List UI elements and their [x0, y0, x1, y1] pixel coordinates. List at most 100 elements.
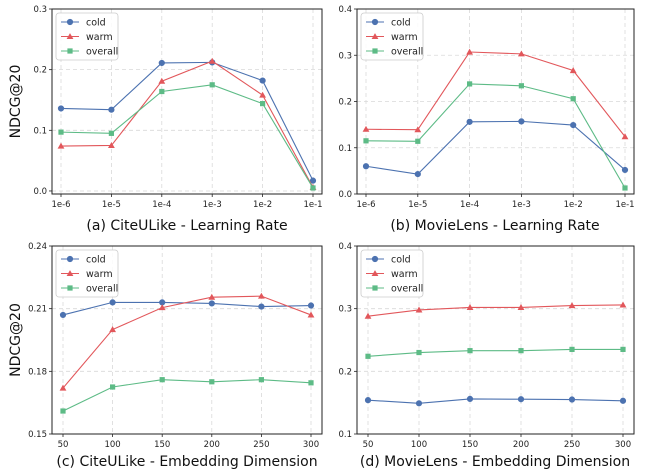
legend-label-warm: warm	[86, 269, 113, 280]
legend-marker-warm	[66, 33, 74, 40]
legend-label-overall: overall	[391, 284, 423, 295]
legend-label-cold: cold	[391, 255, 411, 266]
chart-panel-2: 0.0 0.1 0.2 0.3 0.4 1e-6 1e-5 1e-4 1e-3 1e-2 1e-1 c…	[338, 5, 634, 234]
y-tick-label: 0.24	[28, 242, 47, 252]
data-point-warm	[466, 48, 473, 55]
x-tick-label: 250	[253, 440, 269, 450]
x-tick-label: 200	[204, 440, 220, 450]
data-point-cold	[259, 77, 266, 84]
data-point-overall	[467, 348, 473, 354]
x-tick-label: 150	[154, 440, 170, 450]
data-point-overall	[363, 138, 369, 144]
y-tick-label: 0.4	[338, 5, 352, 15]
data-point-cold	[568, 396, 576, 403]
panel-caption: (a) CiteULike - Learning Rate	[86, 218, 287, 234]
series-line-cold	[60, 61, 314, 181]
legend-marker-overall	[372, 285, 378, 291]
data-point-warm	[568, 302, 576, 309]
data-point-warm	[466, 304, 474, 310]
y-tick-label: 0.15	[28, 430, 47, 440]
data-point-warm	[258, 292, 265, 299]
data-point-cold	[466, 118, 473, 125]
legend-label-overall: overall	[86, 47, 118, 58]
legend-box	[360, 249, 424, 298]
legend-label-warm: warm	[391, 32, 418, 43]
x-tick-label: 50	[58, 440, 69, 450]
panel-caption: (d) MovieLens - Embedding Dimension	[360, 454, 630, 470]
x-tick-label: 1e-2	[253, 200, 272, 210]
legend-label-cold: cold	[391, 18, 411, 29]
data-point-overall	[159, 88, 165, 95]
data-point-warm	[208, 57, 216, 64]
data-point-overall	[518, 348, 524, 354]
data-point-warm	[414, 126, 422, 133]
data-point-overall	[365, 353, 371, 359]
data-point-warm	[208, 293, 216, 300]
legend-box	[55, 12, 119, 61]
y-tick-label: 0.18	[28, 367, 47, 377]
data-point-warm	[362, 125, 370, 132]
data-point-warm	[59, 384, 67, 391]
data-point-warm	[57, 142, 65, 149]
x-tick-label: 1e-5	[408, 200, 427, 210]
data-point-warm	[518, 50, 525, 57]
data-point-cold	[109, 299, 116, 306]
x-tick-label: 1e-1	[303, 200, 322, 210]
y-tick-label: 0.2	[338, 367, 352, 377]
data-point-warm	[619, 301, 627, 308]
data-point-cold	[258, 303, 265, 310]
data-point-overall	[108, 130, 114, 136]
legend-marker-warm	[371, 33, 379, 40]
y-tick-label: 0.3	[338, 51, 352, 61]
legend-marker-cold	[66, 18, 74, 26]
data-point-overall	[415, 138, 421, 144]
data-point-cold	[414, 171, 421, 178]
series-line-overall	[60, 84, 314, 189]
x-tick-label: 50	[363, 440, 374, 450]
legend-marker-cold	[371, 255, 379, 263]
x-tick-label: 1e-4	[460, 200, 479, 210]
data-point-cold	[159, 299, 166, 306]
data-point-overall	[518, 83, 524, 89]
data-point-overall	[60, 408, 66, 414]
data-point-cold	[619, 397, 627, 404]
data-point-overall	[258, 377, 264, 383]
data-point-cold	[415, 400, 423, 407]
chart-panel-3: 0.15 0.18 0.21 0.24 50 100 150 200 250 300 cold war…	[8, 242, 323, 470]
legend-label-overall: overall	[391, 47, 423, 58]
data-point-overall	[308, 380, 314, 386]
series-line-warm	[367, 304, 624, 317]
x-tick-label: 250	[564, 440, 580, 450]
series-line-cold	[365, 120, 626, 175]
series-line-overall	[367, 348, 623, 357]
x-tick-label: 1e-5	[102, 200, 121, 210]
legend-box	[360, 12, 424, 61]
y-tick-label: 0.0	[338, 190, 352, 200]
data-point-cold	[59, 311, 67, 319]
x-tick-label: 300	[303, 440, 319, 450]
data-point-cold	[517, 396, 525, 403]
plot-frame	[51, 245, 323, 435]
data-point-warm	[307, 311, 315, 318]
y-tick-label: 0.1	[338, 144, 352, 154]
x-tick-label: 1e-3	[203, 200, 222, 210]
y-axis-label: NDCG@20	[8, 65, 24, 139]
series-line-cold	[367, 398, 624, 404]
series-line-warm	[60, 60, 314, 188]
data-point-cold	[518, 118, 525, 125]
data-point-overall	[416, 349, 422, 356]
legend-marker-cold	[66, 255, 74, 263]
legend-marker-overall	[67, 285, 73, 291]
panel-caption: (c) CiteULike - Embedding Dimension	[56, 454, 317, 470]
x-tick-label: 1e-4	[152, 200, 171, 210]
y-tick-label: 0.2	[338, 98, 352, 108]
legend-marker-overall	[67, 48, 73, 54]
series-line-overall	[62, 379, 312, 412]
data-point-cold	[208, 300, 215, 307]
series-line-warm	[62, 295, 312, 389]
legend-marker-warm	[371, 270, 379, 277]
data-point-cold	[307, 302, 315, 309]
data-point-warm	[158, 304, 166, 311]
data-point-cold	[621, 166, 629, 174]
